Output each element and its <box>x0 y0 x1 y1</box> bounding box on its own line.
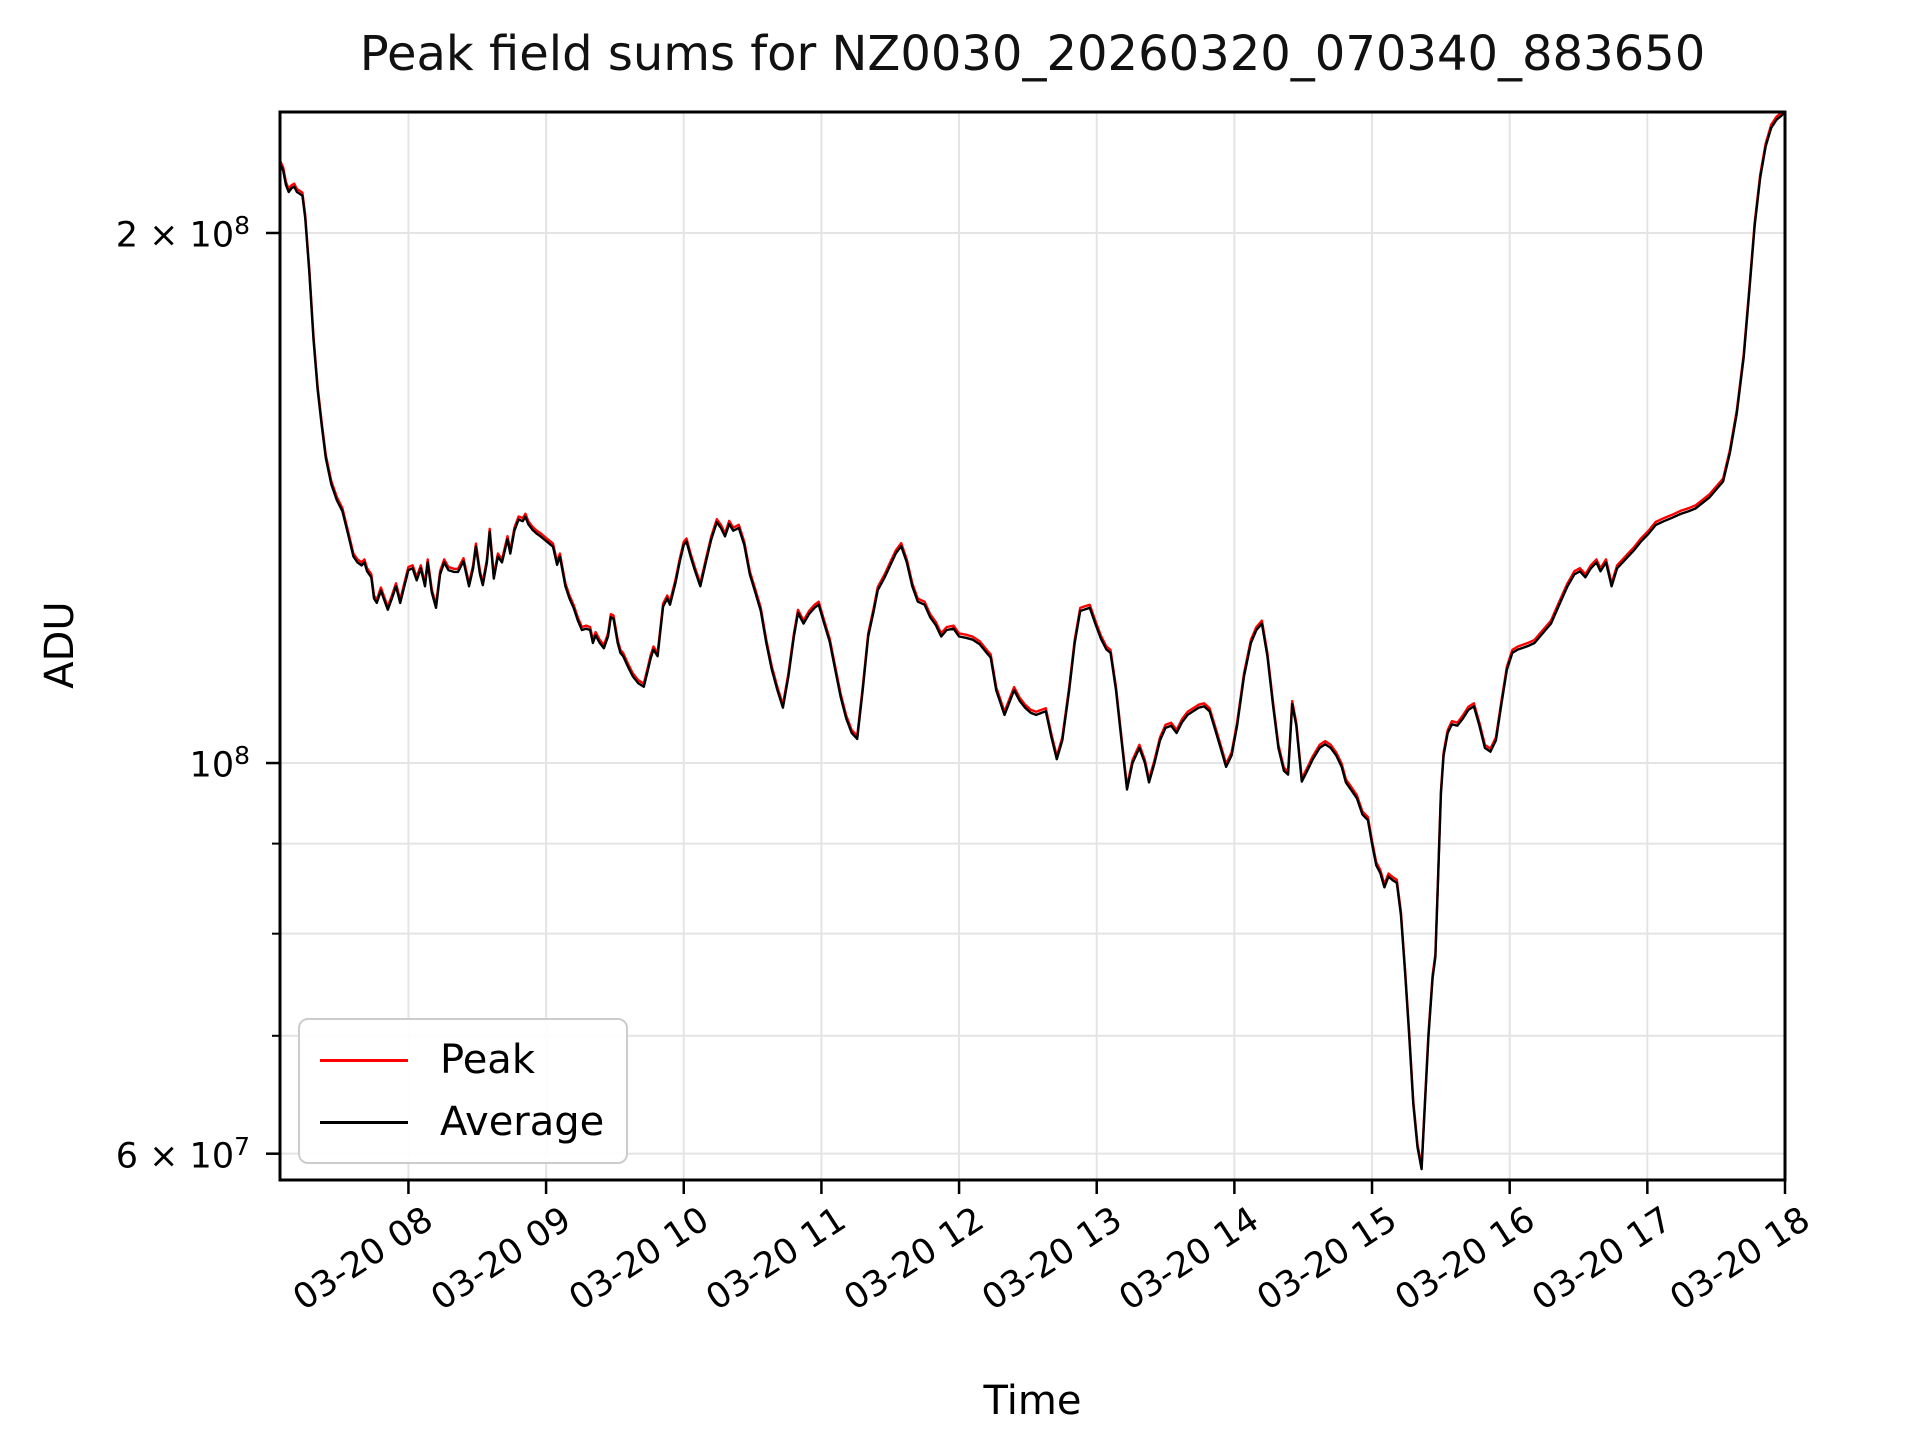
y-tick-label: 6 × 107 <box>115 1131 250 1177</box>
peak-line-sample <box>320 1058 408 1062</box>
peak-line <box>280 112 1784 1168</box>
legend-item-peak: Peak <box>300 1040 626 1080</box>
y-tick-label: 2 × 108 <box>115 210 250 256</box>
legend-item-average: Average <box>300 1102 626 1142</box>
plot-border <box>278 110 1787 1182</box>
x-axis-label: Time <box>983 1378 1082 1424</box>
average-line <box>280 112 1785 1171</box>
y-axis-label: ADU <box>37 601 83 689</box>
legend: Peak Average <box>298 1018 628 1164</box>
average-line-sample <box>320 1120 408 1124</box>
legend-label-average: Average <box>440 1099 605 1145</box>
chart-title: Peak field sums for NZ0030_20260320_0703… <box>359 26 1706 82</box>
legend-label-peak: Peak <box>440 1037 535 1083</box>
y-tick-label: 108 <box>189 741 250 786</box>
